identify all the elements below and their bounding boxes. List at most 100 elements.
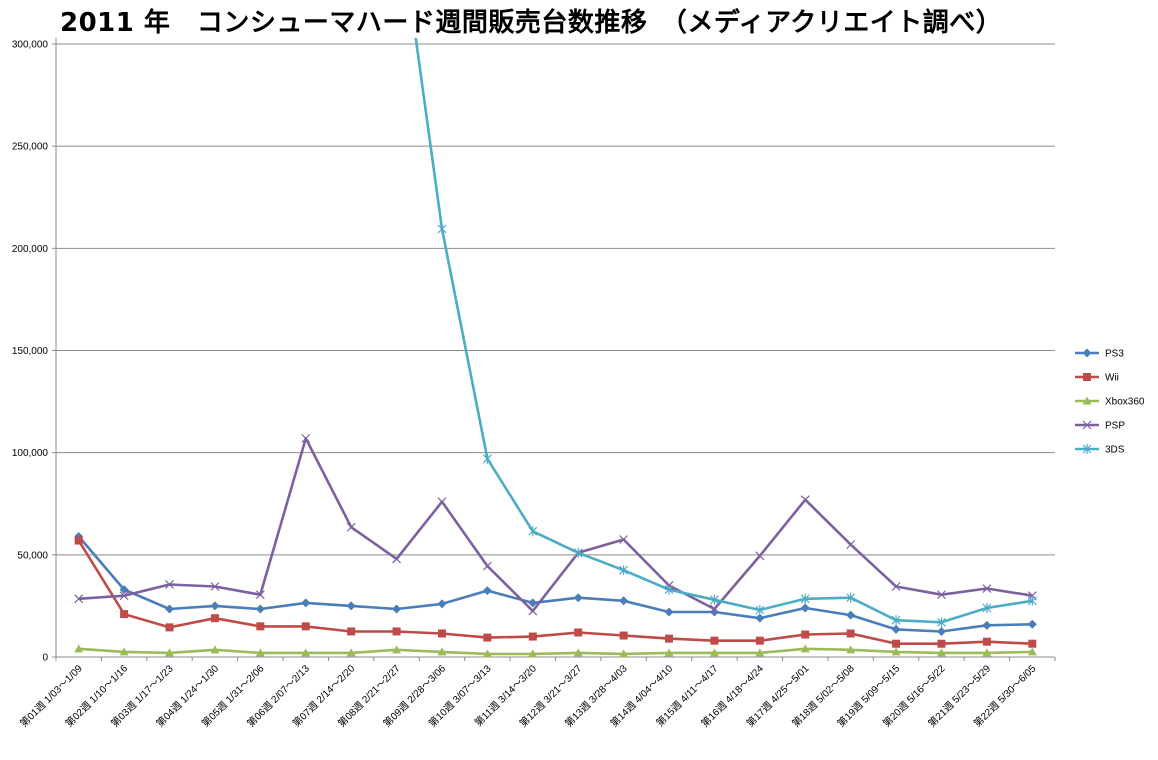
data-point-ps3 xyxy=(119,585,129,595)
data-point-ps3 xyxy=(392,604,402,614)
data-point-wii xyxy=(347,627,356,636)
data-point-wii xyxy=(755,636,764,645)
data-point-psp xyxy=(982,584,992,593)
data-point-xbox360 xyxy=(664,648,674,657)
data-point-xbox360 xyxy=(936,648,946,657)
data-point-ps3 xyxy=(891,624,901,634)
data-point-xbox360 xyxy=(573,648,583,657)
data-point-xbox360 xyxy=(119,647,129,656)
legend-marker-xbox360 xyxy=(1082,396,1092,405)
data-point-3ds xyxy=(664,584,674,595)
data-point-wii xyxy=(710,636,719,645)
data-point-psp xyxy=(891,582,901,591)
data-point-psp xyxy=(301,433,311,443)
data-point-3ds xyxy=(710,594,719,605)
data-point-ps3 xyxy=(709,607,719,617)
y-tick-label: 300,000 xyxy=(12,40,49,51)
data-point-ps3 xyxy=(800,603,810,613)
data-point-ps3 xyxy=(755,613,765,623)
data-point-ps3 xyxy=(301,598,311,608)
data-point-3ds xyxy=(755,605,765,616)
data-point-ps3 xyxy=(528,598,538,608)
data-point-xbox360 xyxy=(891,647,901,656)
data-point-psp xyxy=(528,606,538,616)
data-point-psp xyxy=(255,590,265,600)
data-point-xbox360 xyxy=(346,648,356,657)
legend-label-3ds: 3DS xyxy=(1105,445,1125,456)
legend-label-ps3: PS3 xyxy=(1105,349,1124,360)
chart-title: 2011 年 コンシューマハード週間販売台数推移 （メディアクリエイト調べ） xyxy=(60,8,1003,38)
data-point-wii xyxy=(982,637,991,646)
series-line-wii xyxy=(77,539,1033,645)
data-point-wii xyxy=(120,610,129,619)
data-point-ps3 xyxy=(165,604,175,614)
data-point-wii xyxy=(846,629,855,638)
data-point-xbox360 xyxy=(800,644,810,653)
data-point-xbox360 xyxy=(482,649,492,658)
data-point-xbox360 xyxy=(165,648,175,657)
legend: PS3 Wii Xbox360 PSP 3DS xyxy=(1075,348,1145,456)
data-point-3ds xyxy=(482,453,492,464)
data-point-psp xyxy=(710,604,719,614)
data-point-ps3 xyxy=(210,601,220,611)
data-point-xbox360 xyxy=(982,648,992,657)
data-point-psp xyxy=(346,522,356,532)
series-lines xyxy=(77,38,1033,656)
legend-marker-ps3 xyxy=(1082,348,1092,358)
data-point-psp xyxy=(800,495,810,505)
data-point-ps3 xyxy=(619,596,629,606)
data-point-wii xyxy=(256,622,265,631)
data-point-wii xyxy=(1028,639,1037,648)
series-line-3ds xyxy=(414,38,1033,624)
data-point-ps3 xyxy=(1027,619,1037,629)
y-tick-label: 200,000 xyxy=(12,244,49,255)
data-point-xbox360 xyxy=(437,647,447,656)
data-point-xbox360 xyxy=(392,645,402,654)
data-point-wii xyxy=(801,630,810,639)
legend-marker-wii xyxy=(1083,373,1091,381)
data-point-3ds xyxy=(937,617,946,628)
data-point-ps3 xyxy=(664,607,674,617)
legend-marker-psp xyxy=(1082,420,1092,430)
series-line-xbox360 xyxy=(78,647,1033,656)
data-point-ps3 xyxy=(346,601,356,611)
data-point-wii xyxy=(528,632,537,641)
data-point-xbox360 xyxy=(255,648,265,657)
legend-label-xbox360: Xbox360 xyxy=(1105,397,1145,408)
series-line-psp xyxy=(78,437,1033,613)
data-point-wii xyxy=(937,639,946,648)
data-point-psp xyxy=(755,551,765,561)
data-point-wii xyxy=(210,614,219,623)
data-point-wii xyxy=(665,634,674,643)
data-point-ps3 xyxy=(982,620,992,630)
data-point-xbox360 xyxy=(709,648,719,657)
data-point-xbox360 xyxy=(210,645,220,654)
data-point-wii xyxy=(483,633,492,642)
legend-label-wii: Wii xyxy=(1105,373,1119,384)
data-point-psp xyxy=(937,590,946,600)
y-tick-label: 250,000 xyxy=(12,142,49,153)
data-point-xbox360 xyxy=(301,648,311,657)
data-point-psp xyxy=(119,591,129,601)
data-point-psp xyxy=(74,594,84,604)
data-point-psp xyxy=(846,540,856,550)
data-point-xbox360 xyxy=(528,649,538,658)
data-point-ps3 xyxy=(936,626,946,636)
legend-marker-3ds xyxy=(1082,444,1092,454)
data-point-psp xyxy=(165,580,174,589)
series-markers xyxy=(74,223,1037,658)
data-point-wii xyxy=(619,631,628,640)
y-tick-label: 150,000 xyxy=(12,346,49,357)
y-tick-label: 0 xyxy=(42,653,48,664)
data-point-wii xyxy=(165,623,174,632)
data-point-3ds xyxy=(982,602,992,613)
data-point-3ds xyxy=(619,565,629,576)
data-point-ps3 xyxy=(482,586,492,596)
data-point-3ds xyxy=(528,526,538,537)
data-point-psp xyxy=(482,561,492,571)
data-point-3ds xyxy=(1027,595,1037,606)
data-point-wii xyxy=(892,639,901,648)
data-point-3ds xyxy=(846,592,856,603)
